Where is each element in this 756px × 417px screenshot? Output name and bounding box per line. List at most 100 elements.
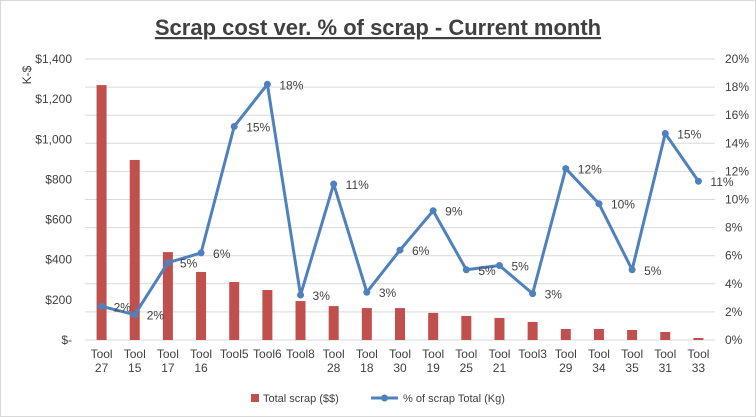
line-point: [595, 200, 603, 208]
line-point: [197, 249, 205, 257]
x-axis-tick: Tool 31: [654, 347, 676, 375]
x-axis-tick: Tool 30: [389, 347, 411, 375]
x-axis-tick: Tool 15: [124, 347, 146, 375]
data-label: 3%: [545, 288, 563, 302]
bar: [627, 329, 638, 340]
data-label: 11%: [346, 178, 369, 192]
bar: [229, 281, 240, 340]
bar: [262, 290, 273, 340]
right-axis-tick: 12%: [725, 164, 749, 178]
x-axis-tick: Tool6: [253, 347, 282, 361]
left-axis-tick: $1,000: [35, 132, 72, 146]
line-point: [330, 180, 338, 188]
x-axis-tick: Tool 27: [91, 347, 113, 375]
x-axis-tick: Tool 17: [157, 347, 179, 375]
right-axis-tick: 2%: [725, 305, 743, 319]
line-point: [297, 291, 305, 299]
chart-title: Scrap cost ver. % of scrap - Current mon…: [155, 15, 601, 40]
data-label: 3%: [313, 289, 331, 303]
left-axis-tick: $1,400: [35, 52, 72, 66]
right-axis-tick: 16%: [725, 108, 749, 122]
x-axis-tick: Tool 28: [323, 347, 345, 375]
x-axis-tick: Tool 25: [455, 347, 477, 375]
line-point: [694, 177, 702, 185]
data-label: 6%: [213, 247, 231, 261]
data-label: 15%: [246, 120, 270, 134]
bar: [395, 308, 405, 340]
bar: [328, 306, 339, 340]
data-label: 10%: [611, 198, 635, 212]
right-axis-tick: 4%: [725, 277, 743, 291]
line-point: [562, 165, 570, 173]
right-axis-tick: 20%: [725, 52, 749, 66]
line-point: [164, 259, 172, 267]
line-series: 2% 2% 5% 6% 15% 18% 3% 11% 3% 6% 9% 5% 5% 3% 12% 10% 5% 1…: [98, 78, 734, 323]
legend: Total scrap ($$) % of scrap Total (Kg): [251, 393, 505, 405]
legend-label: % of scrap Total (Kg): [403, 393, 505, 405]
data-label: 18%: [279, 78, 303, 92]
line-point: [429, 207, 437, 215]
x-axis-tick: Tool 16: [190, 347, 212, 375]
bar: [593, 328, 604, 340]
bar: [494, 317, 505, 340]
x-axis-tick: Tool 34: [588, 347, 610, 375]
line-point: [396, 246, 404, 254]
line-point: [529, 290, 537, 298]
bar: [693, 337, 704, 340]
data-label: 5%: [511, 260, 529, 274]
right-axis-tick: 14%: [725, 136, 749, 150]
x-axis-tick: Tool 29: [555, 347, 577, 375]
left-axis-tick: $600: [45, 213, 72, 227]
left-axis-tick: $1,200: [35, 92, 72, 106]
x-axis-tick: Tool5: [220, 347, 249, 361]
data-label: 5%: [478, 264, 496, 278]
bar: [361, 308, 372, 340]
data-label: 11%: [710, 175, 733, 189]
axes: 0% 2% 4% 6% 8% 10% 12% 14% 16% 18% 20% $- $200 $400 $6…: [35, 52, 749, 375]
data-label: 2%: [147, 309, 165, 323]
data-label: 3%: [379, 286, 397, 300]
data-label: 9%: [445, 205, 463, 219]
line-point: [495, 262, 503, 270]
line-point: [131, 311, 139, 319]
right-axis-tick: 0%: [725, 333, 743, 347]
data-label: 15%: [677, 127, 701, 141]
left-axis-tick: $200: [45, 293, 72, 307]
x-axis-tick: Tool 33: [687, 347, 709, 375]
line-point: [263, 80, 271, 88]
bar: [295, 301, 306, 340]
bar: [527, 321, 538, 340]
bar: [162, 252, 173, 340]
bar: [461, 315, 472, 340]
y-axis-label: K-$: [20, 65, 34, 84]
left-axis-tick: $-: [61, 333, 72, 347]
bar: [428, 312, 439, 340]
legend-marker: [381, 394, 388, 402]
left-axis-tick: $800: [45, 172, 72, 186]
data-label: 6%: [412, 244, 430, 258]
line-point: [661, 129, 669, 137]
line-point: [462, 266, 470, 274]
bar: [560, 328, 571, 340]
line-point: [230, 122, 238, 130]
line-point: [628, 266, 636, 274]
bar: [660, 331, 671, 340]
x-axis-tick: Tool 18: [356, 347, 378, 375]
right-axis-tick: 18%: [725, 80, 749, 94]
data-label: 2%: [114, 300, 132, 314]
bar-series: [96, 85, 704, 340]
x-axis-tick: Tool 19: [422, 347, 444, 375]
x-axis-tick: Tool3: [518, 347, 547, 361]
data-label: 5%: [180, 257, 198, 271]
x-axis-tick: Tool8: [286, 347, 315, 361]
left-axis-tick: $400: [45, 253, 72, 267]
line-point: [363, 288, 371, 296]
bar: [196, 271, 207, 340]
right-axis-tick: 8%: [725, 221, 743, 235]
data-label: 5%: [644, 264, 662, 278]
x-axis-tick: Tool 35: [621, 347, 643, 375]
bar: [96, 85, 107, 340]
x-axis-tick: Tool 21: [488, 347, 510, 375]
legend-swatch-bar: [251, 394, 259, 402]
